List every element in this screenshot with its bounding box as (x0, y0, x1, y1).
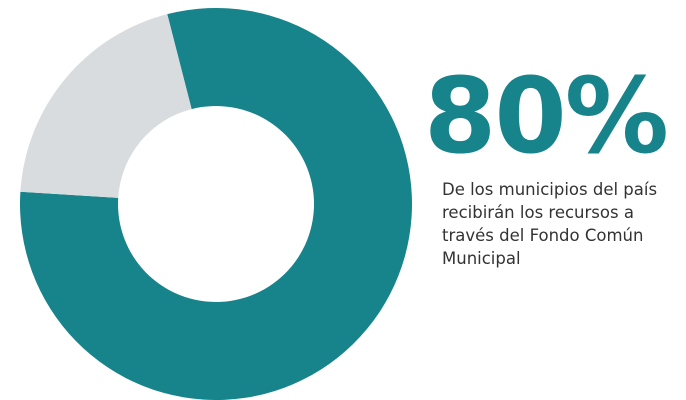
donut-segment (20, 14, 192, 198)
annotation: De los municipios del país recibirán los… (442, 180, 658, 268)
big-value-label: 80% (424, 55, 669, 177)
donut-segment (19, 7, 412, 400)
